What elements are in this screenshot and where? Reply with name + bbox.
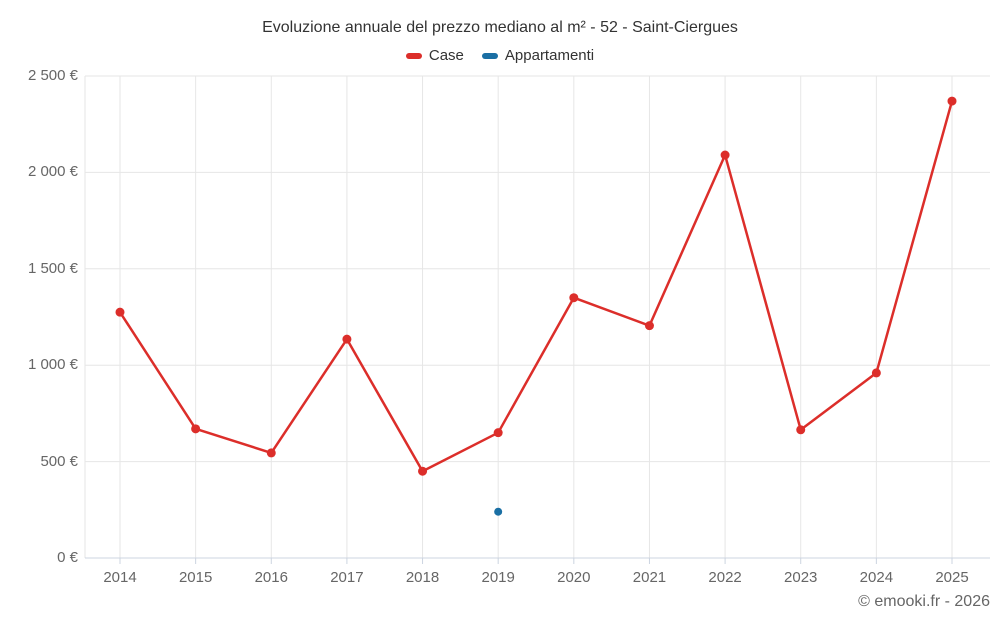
y-tick-label: 2 500 € <box>27 67 78 84</box>
data-point-case-2024[interactable] <box>871 368 881 378</box>
data-point-case-2025[interactable] <box>947 96 957 106</box>
data-point-case-2015[interactable] <box>191 424 201 434</box>
chart-title: Evoluzione annuale del prezzo mediano al… <box>262 19 738 36</box>
data-point-appartamenti-2019[interactable] <box>494 507 503 516</box>
x-tick-label-2018: 2018 <box>405 569 440 586</box>
x-tick-label-2021: 2021 <box>632 569 667 586</box>
data-point-case-2022[interactable] <box>720 150 730 160</box>
x-tick-label-2020: 2020 <box>557 569 591 586</box>
data-point-case-2019[interactable] <box>493 428 503 438</box>
appartamenti-series-swatch-icon <box>481 52 498 59</box>
data-point-case-2018[interactable] <box>418 466 428 476</box>
data-point-case-2017[interactable] <box>342 334 352 344</box>
x-tick-label-2023: 2023 <box>784 569 818 586</box>
x-tick-label-2022: 2022 <box>708 569 742 586</box>
legend-item-case[interactable]: Case <box>405 47 464 64</box>
x-tick-label-2019: 2019 <box>481 569 515 586</box>
data-point-case-2014[interactable] <box>115 307 125 317</box>
case-series-swatch-icon <box>405 52 422 59</box>
x-tick-label-2025: 2025 <box>935 569 969 586</box>
series-line-case <box>118 100 954 473</box>
y-tick-label: 0 € <box>57 549 78 566</box>
data-point-case-2023[interactable] <box>796 425 806 435</box>
x-tick-label-2015: 2015 <box>178 569 213 586</box>
y-tick-label: 1 500 € <box>27 259 78 277</box>
x-tick-label-2017: 2017 <box>330 569 364 586</box>
legend-label-case: Case <box>428 47 464 64</box>
y-tick-label: 1 000 € <box>27 356 78 374</box>
x-tick-label-2014: 2014 <box>103 569 137 586</box>
legend-label-appartamenti: Appartamenti <box>504 47 595 64</box>
data-point-case-2016[interactable] <box>266 448 276 458</box>
y-tick-label: 2 000 € <box>27 163 78 181</box>
y-tick-label: 500 € <box>40 452 78 470</box>
legend: Case Appartamenti <box>0 47 1000 64</box>
data-point-case-2021[interactable] <box>644 321 654 331</box>
copyright-credit: © emooki.fr - 2026 <box>858 593 990 610</box>
data-point-case-2020[interactable] <box>569 293 579 303</box>
x-tick-label-2024: 2024 <box>859 569 894 586</box>
x-tick-label-2016: 2016 <box>254 569 288 586</box>
legend-item-appartamenti[interactable]: Appartamenti <box>481 47 595 64</box>
